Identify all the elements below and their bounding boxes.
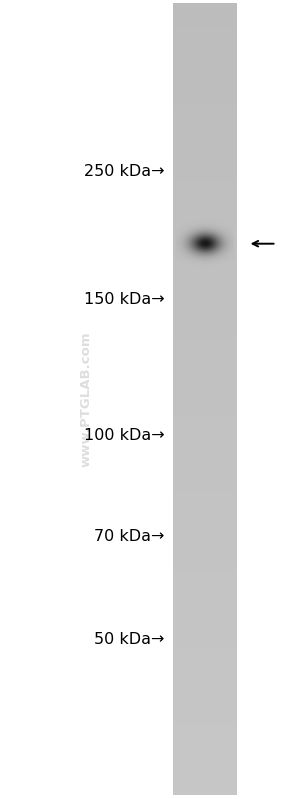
Text: 100 kDa→: 100 kDa→: [84, 428, 164, 443]
Text: 50 kDa→: 50 kDa→: [94, 632, 164, 646]
Text: 250 kDa→: 250 kDa→: [84, 165, 164, 179]
Text: 150 kDa→: 150 kDa→: [84, 292, 164, 307]
Text: 70 kDa→: 70 kDa→: [94, 530, 164, 544]
Text: www.PTGLAB.com: www.PTGLAB.com: [80, 332, 93, 467]
